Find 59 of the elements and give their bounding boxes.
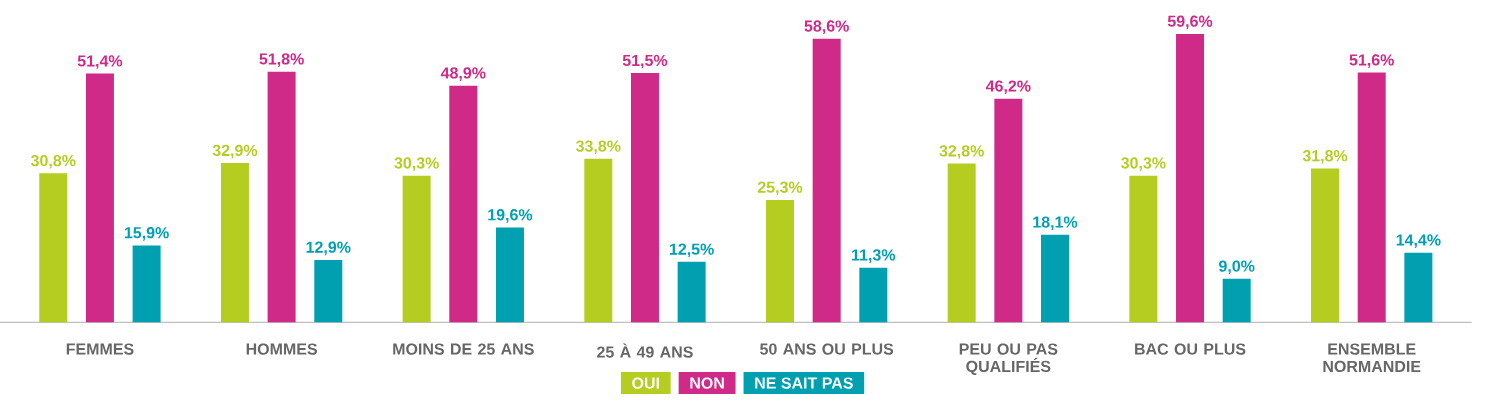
x-tick-label: 50 ANS OU PLUS [760,343,894,355]
bar [1404,252,1433,323]
data-label: 30,3% [1121,157,1166,171]
bar [994,98,1023,323]
bar [765,199,794,323]
bar [1357,72,1386,323]
data-label: 32,9% [212,144,258,159]
bar [85,73,114,323]
bar [1222,278,1251,323]
data-label: 48,9% [440,67,486,81]
data-label: 30,3% [394,157,439,171]
bar [495,227,524,323]
data-label: 59,6% [1167,15,1213,30]
data-label: 9,0% [1219,260,1255,275]
text: NON [690,377,724,389]
data-label: 30,8% [30,154,76,169]
data-label: 19,6% [488,209,533,223]
bar [39,173,68,323]
x-tick-label: 25 À 49 ANS [597,343,693,358]
bar [947,163,976,323]
bar [449,85,478,323]
data-label: 33,8% [576,140,621,155]
bar [859,267,888,323]
bar [812,38,841,323]
bar [1176,33,1205,323]
bar [1129,175,1158,323]
bar [1041,234,1069,323]
bar [402,175,431,323]
bar [267,71,296,323]
x-tick-label: MOINS DE 25 ANS [393,343,534,355]
x-tick-label: BAC OU PLUS [1135,343,1246,355]
data-label: 31,8% [1302,150,1348,164]
x-tick-label: ENSEMBLE NORMANDIE [1323,343,1421,373]
data-label: 46,2% [985,80,1031,95]
bar [630,73,659,323]
data-label: 32,8% [939,145,984,159]
data-label: 15,9% [124,227,169,241]
data-label: 25,3% [757,181,803,196]
data-label: 51,5% [622,54,668,69]
bar [220,163,249,323]
data-label: 58,6% [804,20,849,34]
data-label: 12,5% [669,243,714,258]
data-label: 51,6% [1349,54,1394,68]
data-label: 12,9% [306,241,351,256]
data-label: 51,4% [77,55,123,69]
x-tick-label: PEU OU PAS QUALIFIÉS [959,343,1058,376]
data-label: 51,8% [259,53,304,67]
bar [314,259,343,323]
x-tick-label: HOMMES [246,343,317,355]
data-label: 11,3% [852,249,896,263]
data-label: 14,4% [1396,234,1441,248]
bar [584,158,613,323]
x-tick-label: FEMMES [66,343,134,355]
text: NE SAIT PAS [755,377,853,389]
text: OUI [632,377,659,389]
data-label: 18,1% [1033,216,1078,231]
bar [1311,168,1340,323]
bar [677,261,706,323]
bar [132,245,161,323]
